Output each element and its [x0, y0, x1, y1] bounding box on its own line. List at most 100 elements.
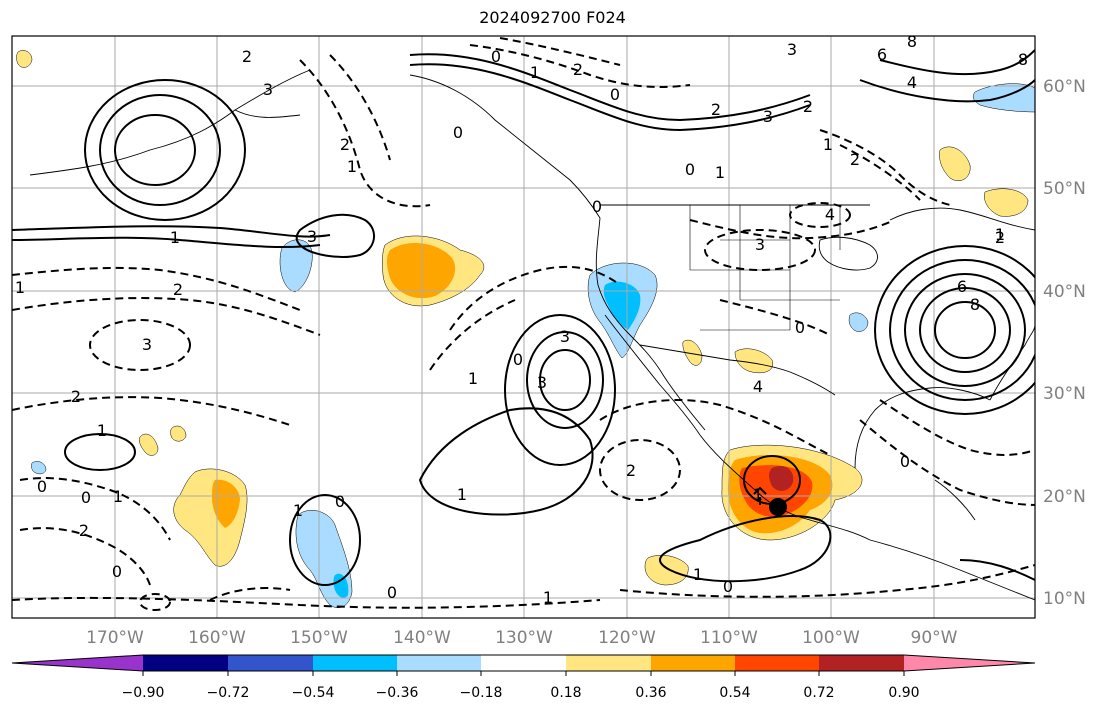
contour-label: 2 — [340, 135, 350, 154]
colorbar-segment — [819, 655, 904, 671]
shade-orange-hi — [212, 479, 240, 528]
contour-label: 0 — [685, 160, 695, 179]
contour-label: 6 — [957, 277, 967, 296]
coast-gl — [818, 236, 878, 271]
contour-label: 1 — [715, 163, 725, 182]
contour-label: 1 — [693, 565, 703, 584]
shade-cyan-sw — [603, 281, 641, 330]
contour-label: 3 — [787, 40, 797, 59]
contour-label: 0 — [387, 583, 397, 602]
contour-label: 2 — [850, 150, 860, 169]
coastlines — [29, 69, 1035, 601]
contour-label: 1 — [753, 485, 763, 504]
colorbar-tick-label: −0.90 — [122, 685, 165, 701]
colorbar-tick-label: 0.90 — [888, 685, 919, 701]
contour-label: 3 — [537, 373, 547, 392]
colorbar-segment — [228, 655, 313, 671]
lon-label: 150°W — [290, 628, 348, 648]
contour-label: 1 — [468, 369, 478, 388]
shade-yellow-ep — [644, 555, 689, 586]
contour-label: 1 — [995, 225, 1005, 244]
colorbar-extend-right — [904, 655, 1035, 671]
colorbar-segment — [566, 655, 651, 671]
contour-label: 2 — [803, 97, 813, 116]
contour-label: 0 — [112, 562, 122, 581]
contour-label: 0 — [335, 492, 345, 511]
coast-central-am — [869, 479, 1035, 601]
colorbar-segment — [397, 655, 481, 671]
colorbar-segment — [313, 655, 397, 671]
shaded-anomalies — [16, 50, 1035, 608]
contour-label: 2 — [242, 47, 252, 66]
colorbar-segment — [651, 655, 735, 671]
lon-label: 100°W — [802, 628, 860, 648]
gridlines — [12, 36, 1035, 618]
shade-orange-mid — [387, 243, 456, 299]
lon-label: 130°W — [495, 628, 553, 648]
contour-label: 2 — [71, 387, 81, 406]
lon-label: 160°W — [188, 628, 246, 648]
contour-label: 1 — [530, 63, 540, 82]
lat-label: 20°N — [1043, 487, 1086, 507]
contour-label: 0 — [513, 350, 523, 369]
contour-label: 1 — [543, 588, 553, 607]
contour-label: 0 — [491, 47, 501, 66]
contour-label: 4 — [825, 205, 835, 224]
contour-label: 1 — [170, 228, 180, 247]
contour-label: 1 — [97, 421, 107, 440]
border-us-mex — [639, 344, 836, 396]
shade-yellow-atl — [984, 188, 1029, 217]
colorbar-ticks — [142, 671, 905, 676]
contour-label: 3 — [142, 335, 152, 354]
contour-label: 1 — [15, 278, 25, 297]
storm-center — [753, 486, 787, 516]
contour-label: 2 — [173, 280, 183, 299]
lon-label: 110°W — [700, 628, 758, 648]
contour-label: 8 — [907, 32, 917, 51]
colorbar-tick-label: 0.18 — [550, 685, 581, 701]
contour-label: 0 — [37, 477, 47, 496]
lon-label: 140°W — [393, 628, 451, 648]
contour-label: 1 — [293, 501, 303, 520]
contour-label: 3 — [763, 107, 773, 126]
coast-northeast — [889, 207, 1035, 231]
lat-label: 50°N — [1043, 179, 1086, 199]
contour-label: 3 — [307, 227, 317, 246]
lat-label: 40°N — [1043, 282, 1086, 302]
contour-label: 3 — [263, 80, 273, 99]
shade-darkred-gulf — [769, 465, 794, 491]
contour-label: 8 — [970, 295, 980, 314]
lon-label: 170°W — [86, 628, 144, 648]
map-frame — [11, 35, 1036, 619]
lon-label: 90°W — [911, 628, 958, 648]
contour-label: 2 — [626, 461, 636, 480]
contour-label: 0 — [723, 577, 733, 596]
contour-label: 0 — [610, 85, 620, 104]
longitude-labels: 170°W 160°W 150°W 140°W 130°W 120°W 110°… — [86, 628, 958, 648]
contour-label: 0 — [900, 452, 910, 471]
state-lines — [689, 205, 841, 331]
coast-florida — [989, 324, 1035, 401]
colorbar-tick-label: −0.36 — [376, 685, 419, 701]
contour-label: 0 — [592, 197, 602, 216]
coast-us-west — [595, 217, 661, 371]
contour-label: 1 — [457, 485, 467, 504]
shade-cyan-south — [333, 573, 349, 598]
lat-label: 60°N — [1043, 77, 1086, 97]
shade-red-gulf — [739, 465, 813, 517]
colorbar-segment — [735, 655, 819, 671]
dashed-contours — [12, 37, 1035, 611]
contour-label: 2 — [995, 228, 1005, 247]
colorbar-segment — [143, 655, 228, 671]
shade-blue-small4 — [31, 461, 47, 475]
contour-label: 3 — [560, 327, 570, 346]
shade-yellow-ne — [939, 146, 971, 181]
contour-label: 8 — [1018, 50, 1028, 69]
contour-label: 4 — [753, 377, 763, 396]
colorbar-tick-label: 0.54 — [719, 685, 750, 701]
shade-yellow-small1 — [138, 433, 159, 456]
colorbar-tick-label: 0.72 — [803, 685, 834, 701]
contour-label: 6 — [877, 45, 887, 64]
